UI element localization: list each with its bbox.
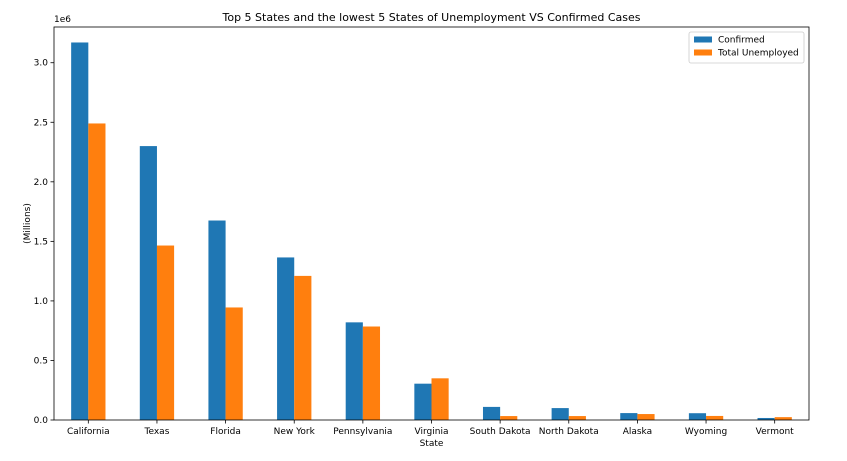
x-tick-label: California xyxy=(67,427,110,437)
legend-swatch xyxy=(694,36,712,43)
bar-unemployed-8 xyxy=(637,414,655,420)
bar-confirmed-6 xyxy=(482,406,501,420)
bar-unemployed-3 xyxy=(294,275,312,420)
bar-unemployed-5 xyxy=(431,378,449,420)
bar-unemployed-0 xyxy=(88,123,106,421)
x-tick-label: South Dakota xyxy=(470,427,531,437)
y-axis-label: (Millions) xyxy=(23,203,33,244)
legend-label: Total Unemployed xyxy=(717,49,799,59)
bar-confirmed-2 xyxy=(208,220,226,420)
bars-group xyxy=(71,42,792,421)
y-tick-label: 2.0 xyxy=(34,178,49,188)
bar-unemployed-1 xyxy=(156,245,175,420)
bar-unemployed-10 xyxy=(774,417,792,420)
bar-confirmed-4 xyxy=(345,322,363,420)
legend-frame xyxy=(688,31,805,64)
x-tick-label: North Dakota xyxy=(539,427,599,437)
x-axis-label: State xyxy=(420,439,444,449)
y-tick-label: 0.0 xyxy=(34,416,49,426)
bar-confirmed-7 xyxy=(551,408,569,420)
bar-unemployed-6 xyxy=(500,416,518,420)
bar-unemployed-4 xyxy=(362,326,381,420)
y-tick-label: 1.5 xyxy=(34,237,48,247)
chart-title: Top 5 States and the lowest 5 States of … xyxy=(222,11,641,24)
bar-confirmed-5 xyxy=(414,383,432,420)
x-tick-label: Wyoming xyxy=(685,427,727,437)
x-tick-label: New York xyxy=(274,427,316,437)
x-tick-label: Pennsylvania xyxy=(333,427,392,437)
bar-confirmed-3 xyxy=(277,257,295,420)
x-axis-ticks: California Texas Florida New York Pennsylvan… xyxy=(67,420,794,437)
bar-unemployed-2 xyxy=(225,307,243,420)
bar-unemployed-7 xyxy=(568,416,586,420)
y-tick-label: 0.5 xyxy=(34,356,48,366)
bar-confirmed-0 xyxy=(71,42,89,420)
bar-confirmed-10 xyxy=(757,417,775,420)
x-tick-label: Florida xyxy=(210,427,241,437)
y-tick-label: 1.0 xyxy=(34,297,49,307)
x-tick-label: Texas xyxy=(144,427,170,437)
bar-confirmed-9 xyxy=(688,413,707,420)
bar-confirmed-8 xyxy=(620,413,638,420)
x-tick-label: Virginia xyxy=(415,427,449,437)
x-tick-label: Vermont xyxy=(756,427,795,437)
legend-label: Confirmed xyxy=(718,36,765,46)
bar-confirmed-1 xyxy=(139,146,157,420)
y-tick-label: 2.5 xyxy=(34,118,48,128)
axis-offset-label: 1e6 xyxy=(54,15,71,25)
x-tick-label: Alaska xyxy=(623,427,652,437)
bar-unemployed-9 xyxy=(706,415,724,420)
legend-swatch xyxy=(694,49,712,56)
plot-frame xyxy=(53,26,810,421)
y-tick-label: 3.0 xyxy=(34,59,49,69)
legend: Confirmed Total Unemployed xyxy=(688,31,805,64)
y-axis-ticks: 0.0 0.5 1.0 1.5 2.0 2.5 3.0 xyxy=(34,59,54,426)
